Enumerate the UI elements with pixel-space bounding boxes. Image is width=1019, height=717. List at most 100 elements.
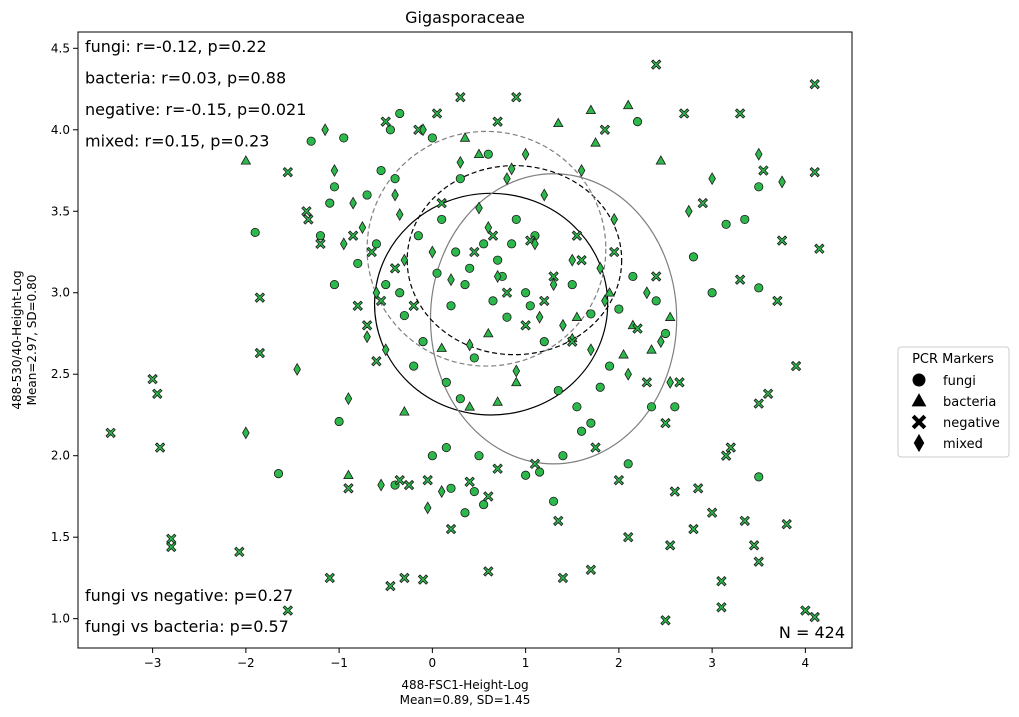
point-negative bbox=[776, 235, 788, 246]
point-negative bbox=[669, 486, 681, 497]
point-mixed bbox=[419, 123, 427, 137]
point-mixed bbox=[708, 172, 716, 186]
point-negative bbox=[105, 427, 116, 439]
point-negative bbox=[716, 602, 727, 613]
point-fungi bbox=[376, 165, 386, 176]
stats-line: fungi: r=-0.12, p=0.22 bbox=[85, 37, 267, 56]
point-negative bbox=[417, 574, 429, 585]
chart-title: Gigasporaceae bbox=[405, 8, 525, 27]
point-fungi bbox=[353, 258, 363, 268]
y-tick-label: 1.5 bbox=[51, 530, 70, 544]
point-mixed bbox=[423, 501, 432, 515]
point-negative bbox=[809, 166, 820, 178]
point-fungi bbox=[339, 133, 349, 143]
point-negative bbox=[492, 116, 503, 127]
legend-marker-negative bbox=[911, 414, 927, 430]
legend-frame bbox=[897, 346, 1010, 458]
point-negative bbox=[385, 580, 396, 592]
point-mixed bbox=[512, 364, 521, 378]
point-bacteria bbox=[492, 396, 503, 406]
point-fungi bbox=[539, 337, 549, 347]
point-mixed bbox=[521, 147, 530, 161]
y-tick-label: 4.0 bbox=[51, 123, 70, 137]
point-negative bbox=[303, 214, 314, 225]
point-fungi bbox=[362, 190, 372, 200]
point-bacteria bbox=[622, 99, 634, 110]
point-bacteria bbox=[511, 376, 522, 387]
point-fungi bbox=[567, 280, 577, 290]
point-negative bbox=[511, 91, 522, 103]
point-fungi bbox=[688, 252, 699, 262]
point-negative bbox=[282, 166, 294, 178]
point-negative bbox=[483, 566, 494, 577]
point-fungi bbox=[507, 239, 517, 249]
x-tick-label: −1 bbox=[330, 656, 348, 670]
point-negative bbox=[394, 474, 405, 486]
point-mixed bbox=[395, 207, 404, 222]
point-fungi bbox=[707, 288, 717, 298]
legend-label-fungi: fungi bbox=[943, 374, 976, 389]
y-tick-label: 2.5 bbox=[51, 367, 70, 381]
point-mixed bbox=[358, 221, 367, 235]
point-mixed bbox=[363, 330, 371, 344]
ellipse-mixed bbox=[406, 165, 623, 356]
point-negative bbox=[254, 292, 266, 303]
legend-entries: fungi bacteria negative mixed bbox=[911, 373, 1000, 453]
legend-label-mixed: mixed bbox=[943, 437, 983, 452]
point-negative bbox=[375, 295, 387, 307]
point-negative bbox=[599, 124, 611, 135]
point-negative bbox=[315, 238, 326, 250]
point-negative bbox=[282, 605, 294, 616]
point-bacteria bbox=[585, 104, 597, 115]
legend-marker-bacteria bbox=[911, 393, 927, 407]
point-fungi bbox=[446, 301, 456, 311]
point-bacteria bbox=[646, 344, 657, 354]
point-negative bbox=[725, 442, 736, 453]
data-points bbox=[105, 59, 825, 626]
point-negative bbox=[674, 377, 685, 388]
point-fungi bbox=[325, 198, 335, 208]
point-mixed bbox=[475, 201, 483, 215]
point-negative bbox=[650, 59, 662, 70]
point-negative bbox=[567, 336, 578, 347]
point-fungi bbox=[549, 496, 559, 506]
ellipse-bacteria bbox=[366, 130, 607, 367]
point-fungi bbox=[721, 219, 731, 229]
point-fungi bbox=[451, 247, 461, 257]
point-negative bbox=[483, 491, 494, 502]
point-mixed bbox=[587, 343, 595, 357]
point-negative bbox=[422, 474, 433, 486]
point-mixed bbox=[577, 163, 586, 178]
legend-label-bacteria: bacteria bbox=[943, 395, 996, 410]
point-fungi bbox=[558, 451, 568, 461]
point-negative bbox=[571, 230, 583, 241]
point-negative bbox=[706, 507, 718, 518]
point-fungi bbox=[469, 486, 479, 497]
point-fungi bbox=[334, 416, 344, 427]
point-mixed bbox=[447, 273, 455, 287]
point-negative bbox=[324, 572, 335, 584]
point-negative bbox=[613, 474, 625, 486]
point-negative bbox=[492, 463, 503, 474]
point-negative bbox=[371, 355, 382, 367]
point-fungi bbox=[553, 385, 563, 396]
x-tick-label: −2 bbox=[237, 656, 255, 670]
point-fungi bbox=[441, 377, 451, 387]
point-negative bbox=[650, 271, 662, 282]
point-bacteria bbox=[343, 469, 354, 480]
plot-area-frame bbox=[77, 31, 853, 649]
point-bacteria bbox=[483, 327, 494, 338]
point-fungi bbox=[604, 361, 615, 371]
point-bacteria bbox=[399, 406, 410, 416]
point-negative bbox=[688, 523, 699, 535]
sample-size-label: N = 424 bbox=[779, 623, 845, 642]
correlation-stats: fungi: r=-0.12, p=0.22 bacteria: r=0.03, … bbox=[85, 37, 306, 151]
point-negative bbox=[720, 450, 732, 461]
point-fungi bbox=[511, 214, 521, 224]
point-fungi bbox=[576, 426, 587, 436]
x-tick-label: 1 bbox=[522, 656, 530, 670]
point-negative bbox=[366, 246, 377, 258]
point-mixed bbox=[754, 147, 763, 161]
stats-line: negative: r=-0.15, p=0.021 bbox=[85, 100, 306, 119]
